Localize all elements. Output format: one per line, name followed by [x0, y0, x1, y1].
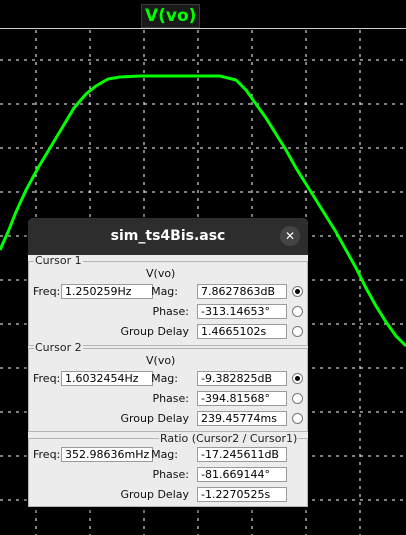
cursor2-mag-label: Mag: — [151, 372, 178, 385]
cursor2-phase-field[interactable]: -394.81568° — [197, 391, 287, 406]
cursor1-mag-label: Mag: — [151, 285, 178, 298]
cursor2-mag-radio[interactable] — [292, 373, 303, 384]
ratio-gd-field[interactable]: -1.2270525s — [197, 487, 287, 502]
cursor2-freq-field[interactable]: 1.6032454Hz — [61, 371, 153, 386]
ratio-gd-label: Group Delay — [120, 488, 189, 501]
ratio-freq-field[interactable]: 352.98636mHz — [61, 447, 153, 462]
cursor1-phase-field[interactable]: -313.14653° — [197, 304, 287, 319]
trace-title[interactable]: V(vo) — [141, 4, 201, 28]
cursor2-phase-label: Phase: — [152, 392, 189, 405]
cursor2-trace: V(vo) — [146, 354, 176, 367]
cursor2-label: Cursor 2 — [34, 341, 83, 354]
cursor2-gd-radio[interactable] — [292, 413, 303, 424]
cursor1-phase-label: Phase: — [152, 305, 189, 318]
cursor1-trace: V(vo) — [146, 267, 176, 280]
ratio-group: Ratio (Cursor2 / Cursor1) Freq: 352.9863… — [28, 433, 308, 507]
ratio-label: Ratio (Cursor2 / Cursor1) — [159, 432, 299, 445]
cursor2-phase-radio[interactable] — [292, 393, 303, 404]
cursor1-gd-field[interactable]: 1.4665102s — [197, 324, 287, 339]
ratio-mag-label: Mag: — [151, 448, 178, 461]
cursor1-mag-radio[interactable] — [292, 286, 303, 297]
cursor2-gd-field[interactable]: 239.45774ms — [197, 411, 287, 426]
cursor1-freq-label: Freq: — [33, 285, 61, 298]
cursor1-gd-radio[interactable] — [292, 326, 303, 337]
trace-vo — [0, 74, 406, 348]
close-icon[interactable]: ✕ — [280, 226, 300, 246]
cursor-dialog: sim_ts4Bis.asc ✕ Cursor 1 V(vo) Freq: 1.… — [28, 218, 308, 507]
cursor1-group: Cursor 1 V(vo) Freq: 1.250259Hz Mag: 7.8… — [28, 255, 308, 346]
cursor2-freq-label: Freq: — [33, 372, 61, 385]
cursor1-phase-radio[interactable] — [292, 306, 303, 317]
ratio-phase-label: Phase: — [152, 468, 189, 481]
cursor1-mag-field[interactable]: 7.8627863dB — [197, 284, 287, 299]
ratio-mag-field[interactable]: -17.245611dB — [197, 447, 287, 462]
ratio-phase-field[interactable]: -81.669144° — [197, 467, 287, 482]
ratio-freq-label: Freq: — [33, 448, 61, 461]
cursor1-label: Cursor 1 — [34, 254, 83, 267]
cursor2-mag-field[interactable]: -9.382825dB — [197, 371, 287, 386]
dialog-title: sim_ts4Bis.asc — [110, 228, 226, 244]
cursor2-group: Cursor 2 V(vo) Freq: 1.6032454Hz Mag: -9… — [28, 342, 308, 432]
cursor2-gd-label: Group Delay — [120, 412, 189, 425]
dialog-titlebar[interactable]: sim_ts4Bis.asc ✕ — [28, 218, 308, 255]
cursor1-freq-field[interactable]: 1.250259Hz — [61, 284, 153, 299]
cursor1-gd-label: Group Delay — [120, 325, 189, 338]
